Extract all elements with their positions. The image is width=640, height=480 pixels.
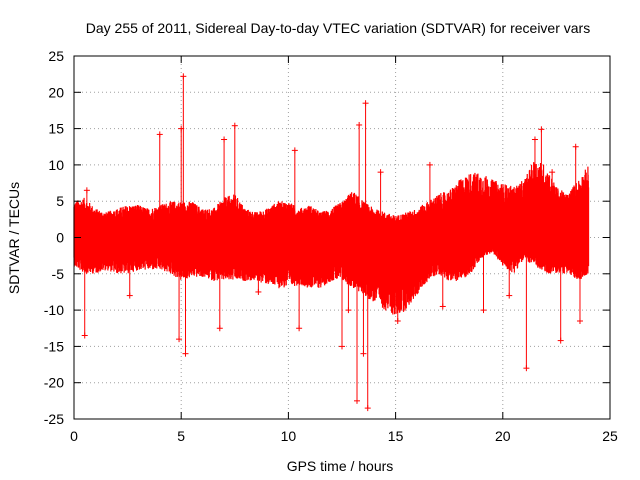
- y-tick-label: -20: [44, 375, 64, 391]
- outlier-point: [180, 73, 187, 216]
- outlier-point: [549, 169, 556, 202]
- outlier-point: [83, 187, 90, 215]
- y-tick-label: 0: [56, 230, 64, 246]
- x-tick-label: 10: [281, 428, 297, 444]
- outlier-point: [506, 257, 513, 299]
- x-tick-label: 25: [602, 428, 618, 444]
- outlier-point: [480, 249, 487, 314]
- outlier-point: [356, 121, 363, 214]
- outlier-point: [364, 274, 371, 412]
- outlier-point: [296, 265, 303, 332]
- outlier-point: [339, 263, 345, 350]
- outlier-point: [426, 161, 433, 215]
- x-tick-label: 20: [495, 428, 511, 444]
- x-axis-title: GPS time / hours: [287, 458, 394, 474]
- outlier-point: [231, 122, 238, 212]
- y-tick-label: -5: [52, 266, 65, 282]
- outlier-point: [126, 258, 133, 299]
- y-tick-label: -15: [44, 338, 64, 354]
- y-tick-label: -25: [44, 411, 64, 427]
- outlier-point: [439, 261, 446, 310]
- outlier-point: [538, 126, 545, 193]
- outlier-point: [216, 263, 223, 332]
- outlier-point: [394, 284, 401, 324]
- outlier-point: [81, 259, 88, 339]
- outlier-point: [221, 136, 228, 214]
- y-tick-label: 20: [48, 84, 64, 100]
- outlier-point: [255, 264, 262, 295]
- outlier-point: [531, 136, 538, 190]
- y-tick-label: -10: [44, 302, 64, 318]
- y-axis-title: SDTVAR / TECUs: [6, 182, 22, 294]
- outlier-point: [557, 259, 564, 344]
- data-core: [74, 198, 589, 278]
- outlier-point: [377, 169, 384, 222]
- outlier-point: [523, 251, 530, 372]
- x-tick-label: 5: [177, 428, 185, 444]
- y-tick-label: 15: [48, 121, 64, 137]
- outlier-point: [362, 100, 369, 217]
- y-tick-label: 25: [48, 48, 64, 64]
- chart-title: Day 255 of 2011, Sidereal Day-to-day VTE…: [86, 20, 590, 36]
- y-tick-label: 10: [48, 157, 64, 173]
- x-tick-label: 0: [70, 428, 78, 444]
- x-tick-label: 15: [388, 428, 404, 444]
- outlier-point: [182, 262, 189, 357]
- outlier-point: [572, 143, 579, 205]
- outlier-point: [576, 262, 583, 324]
- data-series: [73, 73, 590, 412]
- y-tick-label: 5: [56, 193, 64, 209]
- outlier-point: [360, 272, 367, 357]
- outlier-point: [178, 125, 185, 216]
- outlier-point: [345, 266, 352, 314]
- axis-ticks: 0 5 10 15 20 25 -25 -20 -15 -10 -5 0 5 10 15 20 25: [44, 48, 618, 444]
- outlier-point: [156, 131, 163, 218]
- outlier-point: [176, 262, 183, 343]
- outlier-point: [354, 269, 361, 404]
- outlier-point: [291, 147, 298, 219]
